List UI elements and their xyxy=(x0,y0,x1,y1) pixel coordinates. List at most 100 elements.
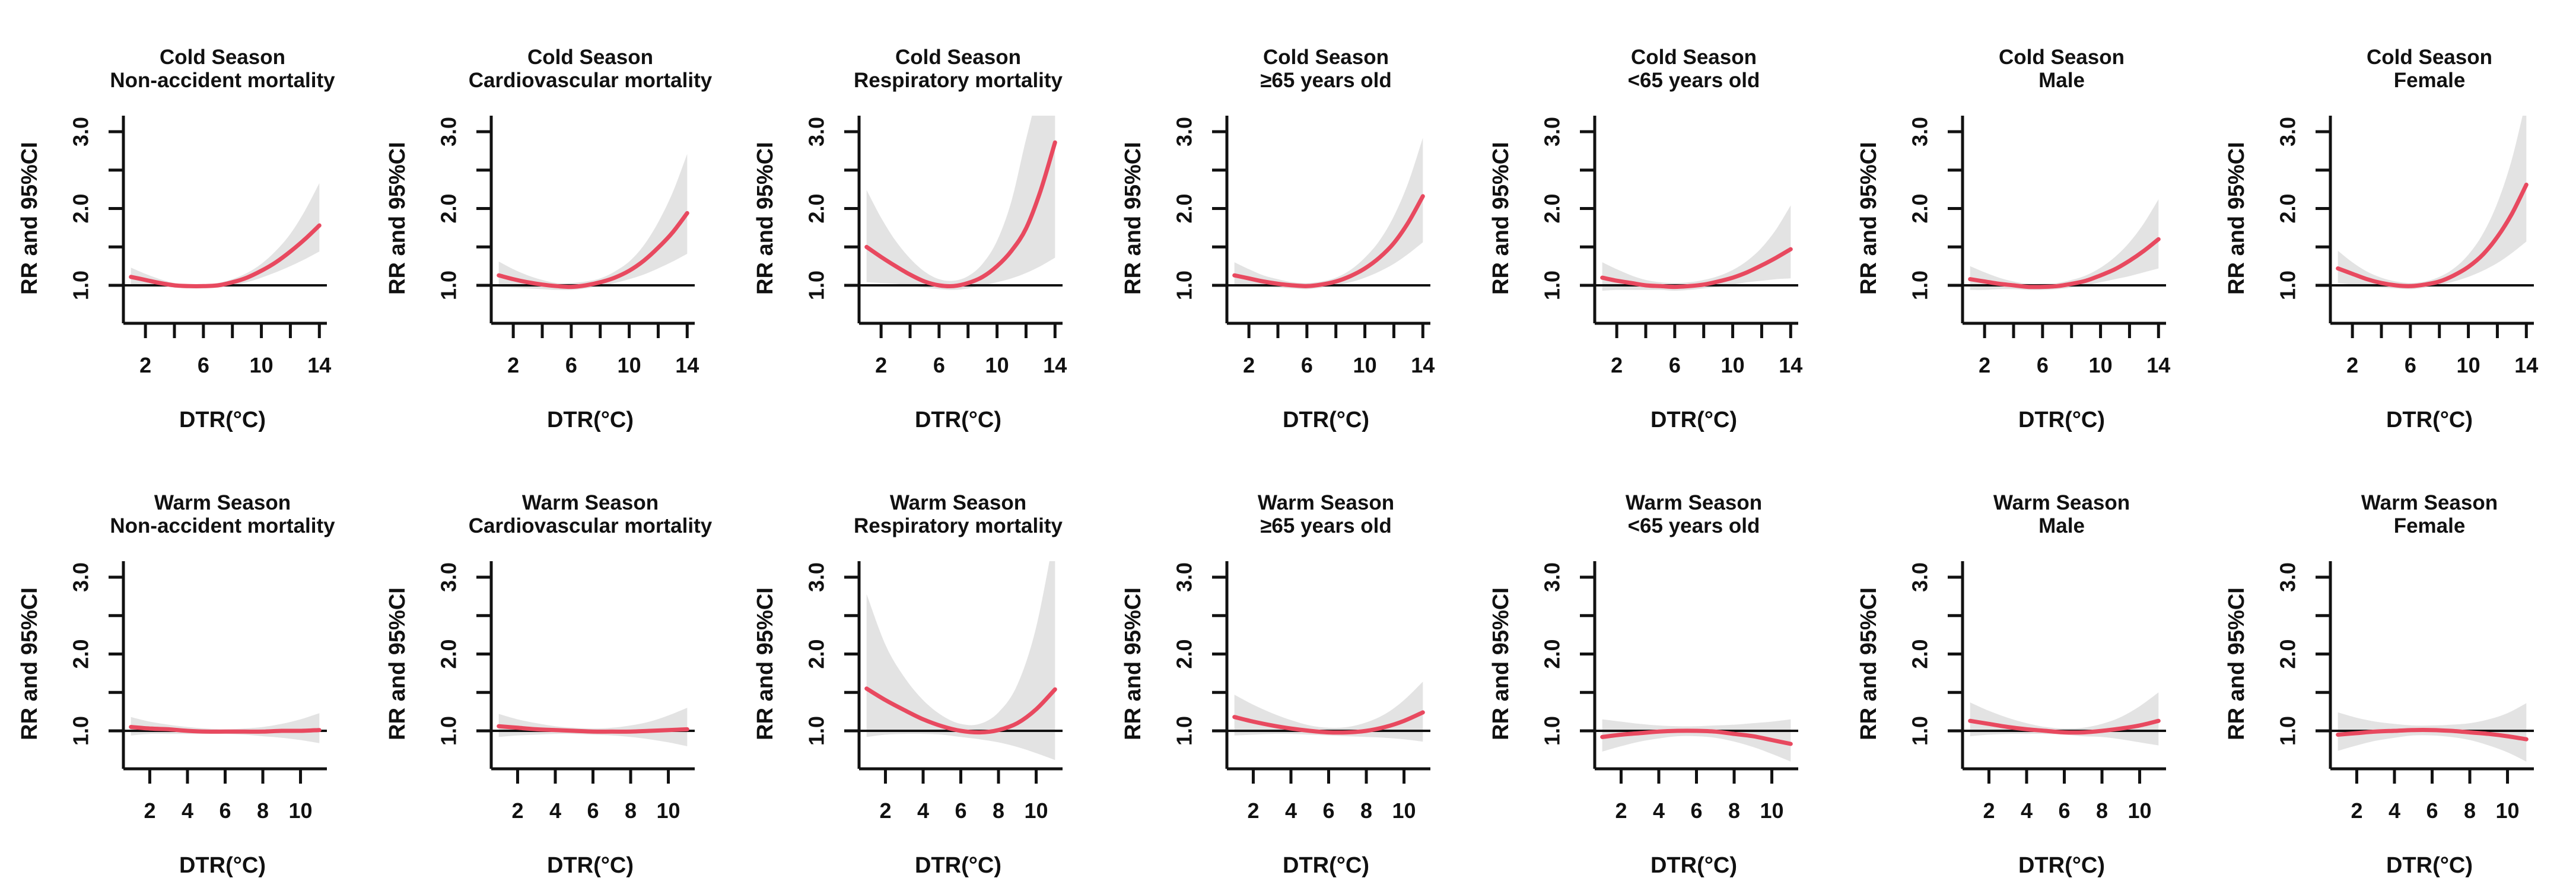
panel-title-group: <65 years old xyxy=(1627,69,1760,92)
y-tick-label: 3.0 xyxy=(69,562,93,592)
y-tick-label: 1.0 xyxy=(804,271,829,300)
x-tick-label: 2 xyxy=(879,798,891,823)
x-tick-label: 8 xyxy=(257,798,269,823)
y-tick-label: 2.0 xyxy=(2276,193,2300,223)
plot-area: 1.0 2.0 3.0 2 4 6 8 10 xyxy=(1908,561,2166,823)
ci-band xyxy=(498,708,688,746)
x-tick-label: 10 xyxy=(289,798,313,823)
plot-area: 1.0 2.0 3.0 2 6 10 14 xyxy=(437,116,699,377)
plot-area: 1.0 2.0 3.0 2 6 10 14 xyxy=(2276,116,2538,377)
plot-area: 1.0 2.0 3.0 2 6 10 14 xyxy=(1172,116,1435,377)
y-tick-label: 3.0 xyxy=(1172,562,1197,592)
x-tick-label: 8 xyxy=(1728,798,1740,823)
panel-title: Cold Season ≥65 years old xyxy=(1172,46,1480,92)
panel-title-season: Warm Season xyxy=(1993,491,2130,514)
panel-title: Cold Season Cardiovascular mortality xyxy=(436,46,745,92)
y-tick-label: 1.0 xyxy=(1540,271,1564,300)
x-tick-label: 2 xyxy=(2351,798,2362,823)
panel-title-season: Cold Season xyxy=(895,46,1021,69)
x-tick-label: 14 xyxy=(1779,353,1802,377)
x-tick-label: 2 xyxy=(1983,798,1995,823)
rr-curve xyxy=(1232,194,1425,288)
plot-area: 1.0 2.0 3.0 2 4 6 8 10 xyxy=(1540,561,1798,823)
x-axis-label: DTR(°C) xyxy=(1282,408,1370,432)
x-axis-label: DTR(°C) xyxy=(2386,853,2473,878)
x-tick-label: 2 xyxy=(1247,798,1259,823)
x-tick-label: 14 xyxy=(307,353,331,377)
y-tick-label: 2.0 xyxy=(1908,639,1932,669)
panel-title-season: Warm Season xyxy=(1257,491,1395,514)
panel-title-season: Warm Season xyxy=(2361,491,2498,514)
x-tick-label: 6 xyxy=(1669,353,1681,377)
panel-warm-respiratory: Warm Season Respiratory mortality RR and… xyxy=(736,446,1103,891)
x-axis-label: DTR(°C) xyxy=(914,408,1002,432)
y-tick-label: 1.0 xyxy=(69,271,93,300)
x-axis-label: DTR(°C) xyxy=(546,853,634,878)
y-tick-label: 3.0 xyxy=(69,117,93,147)
ci-band xyxy=(131,713,320,743)
panel-title-group: Female xyxy=(2393,514,2466,537)
rr-curve xyxy=(864,140,1057,289)
x-tick-label: 4 xyxy=(1653,798,1665,823)
rr-curve xyxy=(1968,237,2161,289)
y-tick-label: 2.0 xyxy=(1172,193,1197,223)
y-tick-label: 2.0 xyxy=(1908,193,1932,223)
y-tick-label: 2.0 xyxy=(69,193,93,223)
panel-title: Warm Season Female xyxy=(2275,491,2576,537)
panel-title-group: Non-accident mortality xyxy=(110,514,335,537)
y-tick-label: 3.0 xyxy=(1908,562,1932,592)
panel-title: Warm Season Non-accident mortality xyxy=(68,491,377,537)
plot-area: 1.0 2.0 3.0 2 6 10 14 xyxy=(69,116,331,377)
x-tick-label: 10 xyxy=(1392,798,1416,823)
panel-cold-lt65: Cold Season <65 years old RR and 95%CI 1… xyxy=(1471,0,1839,446)
y-tick-label: 1.0 xyxy=(437,716,461,746)
rr-curve xyxy=(1968,718,2161,735)
y-tick-label: 2.0 xyxy=(437,639,461,669)
panel-title: Cold Season Non-accident mortality xyxy=(68,46,377,92)
y-tick-label: 1.0 xyxy=(1540,716,1564,746)
panel-title: Warm Season Respiratory mortality xyxy=(804,491,1112,537)
y-tick-label: 1.0 xyxy=(1172,716,1197,746)
panel-title: Cold Season Male xyxy=(1907,46,2216,92)
x-tick-label: 10 xyxy=(1025,798,1048,823)
x-axis-label: DTR(°C) xyxy=(914,853,1002,878)
x-tick-label: 2 xyxy=(144,798,155,823)
ci-band xyxy=(498,154,688,291)
x-tick-label: 8 xyxy=(625,798,637,823)
ci-band xyxy=(1234,138,1423,289)
panel-title-group: Female xyxy=(2393,69,2466,92)
x-tick-label: 6 xyxy=(565,353,577,377)
y-tick-label: 3.0 xyxy=(1540,562,1564,592)
panel-title-group: ≥65 years old xyxy=(1260,69,1392,92)
x-tick-label: 10 xyxy=(2089,353,2113,377)
panel-cold-cardiovascular: Cold Season Cardiovascular mortality RR … xyxy=(368,0,736,446)
panel-cold-ge65: Cold Season ≥65 years old RR and 95%CI 1… xyxy=(1103,0,1471,446)
panel-title: Cold Season <65 years old xyxy=(1540,46,1848,92)
ci-band xyxy=(1602,719,1791,762)
panel-title-season: Warm Season xyxy=(521,491,659,514)
y-tick-label: 1.0 xyxy=(1172,271,1197,300)
y-tick-label: 2.0 xyxy=(437,193,461,223)
x-tick-label: 8 xyxy=(1360,798,1372,823)
panel-title: Warm Season Male xyxy=(1907,491,2216,537)
panel-title: Cold Season Female xyxy=(2275,46,2576,92)
x-tick-label: 14 xyxy=(1043,353,1067,377)
x-axis-label: DTR(°C) xyxy=(546,408,634,432)
x-axis-label: DTR(°C) xyxy=(2018,853,2106,878)
x-tick-label: 2 xyxy=(1979,353,1990,377)
x-tick-label: 8 xyxy=(993,798,1004,823)
y-tick-label: 1.0 xyxy=(1908,716,1932,746)
y-tick-label: 3.0 xyxy=(437,562,461,592)
x-axis-label: DTR(°C) xyxy=(1650,408,1738,432)
x-axis-label: DTR(°C) xyxy=(179,408,266,432)
panel-cold-male: Cold Season Male RR and 95%CI 1.0 2.0 3.0 2… xyxy=(1839,0,2207,446)
panel-title-group: Cardiovascular mortality xyxy=(468,514,713,537)
x-tick-label: 6 xyxy=(955,798,966,823)
panel-title-season: Cold Season xyxy=(1631,46,1757,69)
x-axis-label: DTR(°C) xyxy=(1650,853,1738,878)
x-tick-label: 2 xyxy=(511,798,523,823)
plot-area: 1.0 2.0 3.0 2 4 6 8 10 xyxy=(1172,561,1430,823)
rr-curve xyxy=(497,724,689,734)
x-tick-label: 6 xyxy=(2405,353,2416,377)
